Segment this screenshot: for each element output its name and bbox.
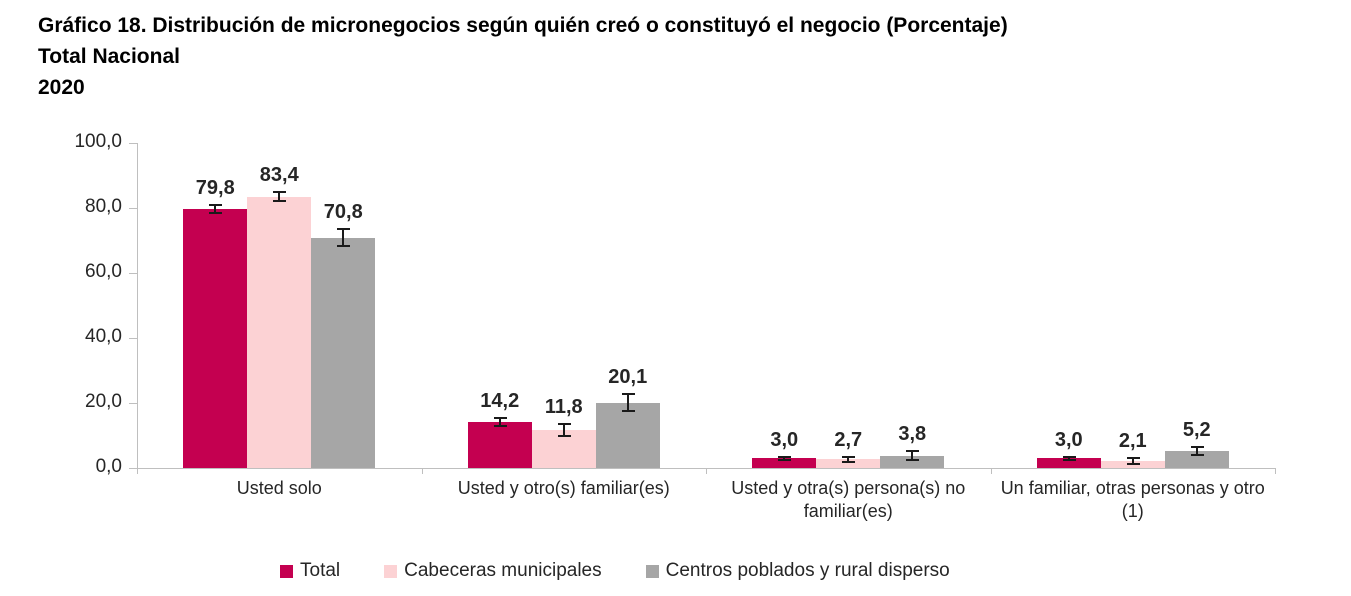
value-label: 3,0 — [1054, 428, 1083, 451]
error-bar — [562, 422, 565, 437]
y-tick-label: 20,0 — [85, 391, 122, 412]
error-bar-cap — [842, 460, 856, 463]
error-bar-cap — [557, 434, 571, 437]
error-bar — [278, 191, 281, 203]
error-bar — [498, 416, 501, 427]
x-tick — [990, 468, 992, 474]
error-bar — [847, 455, 850, 463]
y-tick-label: 40,0 — [85, 326, 122, 347]
value-label: 83,4 — [259, 164, 299, 187]
category-label: Usted y otra(s) persona(s) no familiar(e… — [731, 478, 966, 521]
error-bar-cap — [778, 455, 792, 458]
error-bar — [626, 392, 629, 413]
error-bar-cap — [493, 416, 507, 419]
error-bar-cap — [778, 458, 792, 461]
error-bar — [1131, 457, 1134, 466]
value-label: 3,0 — [770, 428, 799, 451]
x-tick — [1275, 468, 1276, 474]
error-bar-cap — [209, 211, 223, 214]
legend-label: Total — [300, 560, 341, 581]
y-tick — [129, 468, 137, 469]
error-bar-cap — [337, 245, 351, 248]
chart-header: Gráfico 18. Distribución de micronegocio… — [38, 10, 1008, 103]
y-tick — [129, 143, 137, 144]
legend-item: Centros poblados y rural disperso — [645, 560, 950, 582]
y-tick-label: 80,0 — [85, 196, 122, 217]
bar — [183, 208, 248, 468]
error-bar-cap — [1062, 455, 1076, 458]
bar — [880, 455, 945, 468]
y-tick — [129, 403, 137, 404]
bar — [1036, 458, 1101, 468]
error-bar-cap — [557, 422, 571, 425]
bar — [816, 459, 881, 468]
y-tick-label: 100,0 — [74, 131, 122, 152]
error-bar-cap — [273, 191, 287, 194]
y-axis — [137, 143, 138, 468]
category-label: Un familiar, otras personas y otro (1) — [1000, 478, 1265, 521]
error-bar-cap — [906, 450, 920, 453]
value-label: 79,8 — [195, 176, 235, 199]
error-bar-cap — [337, 228, 351, 231]
error-bar-cap — [209, 203, 223, 206]
value-label: 2,7 — [834, 428, 863, 451]
y-tick-label: 0,0 — [95, 456, 122, 477]
chart-subtitle: Total Nacional — [38, 45, 180, 68]
error-bar-cap — [1190, 453, 1204, 456]
value-label: 5,2 — [1182, 419, 1211, 442]
category-label: Usted solo — [236, 478, 322, 498]
value-label: 20,1 — [608, 365, 648, 388]
error-bar — [1195, 446, 1198, 456]
bar — [1164, 451, 1229, 468]
error-bar — [214, 203, 217, 214]
error-bar-cap — [1062, 458, 1076, 461]
legend-label: Centros poblados y rural disperso — [665, 560, 950, 581]
legend-swatch — [384, 564, 398, 578]
error-bar-cap — [273, 200, 287, 203]
legend-item: Cabeceras municipales — [384, 560, 602, 582]
error-bar — [342, 228, 345, 248]
bar — [311, 237, 376, 468]
x-tick — [706, 468, 707, 474]
y-tick-label: 60,0 — [85, 261, 122, 282]
value-label: 70,8 — [323, 201, 363, 224]
legend-swatch — [645, 564, 659, 578]
value-label: 11,8 — [544, 395, 583, 418]
chart-legend: Total Cabeceras municipales Centros poblad… — [280, 560, 950, 582]
error-bar-cap — [1190, 446, 1204, 449]
error-bar — [911, 450, 914, 461]
value-label: 2,1 — [1118, 430, 1147, 453]
bar — [467, 421, 532, 468]
error-bar-cap — [842, 455, 856, 458]
x-tick — [137, 468, 138, 474]
error-bar-cap — [621, 392, 635, 395]
legend-item: Total — [280, 560, 340, 582]
y-tick — [129, 273, 137, 274]
legend-swatch — [280, 564, 293, 578]
error-bar-cap — [1126, 463, 1140, 466]
value-label: 3,8 — [898, 423, 927, 446]
y-tick — [129, 208, 137, 209]
error-bar-cap — [1126, 457, 1140, 460]
error-bar — [783, 455, 786, 461]
error-bar-cap — [621, 410, 635, 413]
chart-title: Gráfico 18. Distribución de micronegocio… — [38, 14, 1008, 37]
x-tick — [421, 468, 423, 474]
category-label: Usted y otro(s) familiar(es) — [457, 478, 670, 498]
error-bar-cap — [906, 458, 920, 461]
legend-label: Cabeceras municipales — [404, 560, 602, 581]
error-bar — [1067, 455, 1070, 461]
bar — [752, 458, 817, 468]
y-tick — [129, 338, 137, 339]
bar — [595, 402, 660, 468]
error-bar-cap — [493, 424, 507, 427]
chart-year: 2020 — [38, 76, 85, 99]
bar — [247, 196, 312, 468]
value-label: 14,2 — [480, 389, 520, 412]
